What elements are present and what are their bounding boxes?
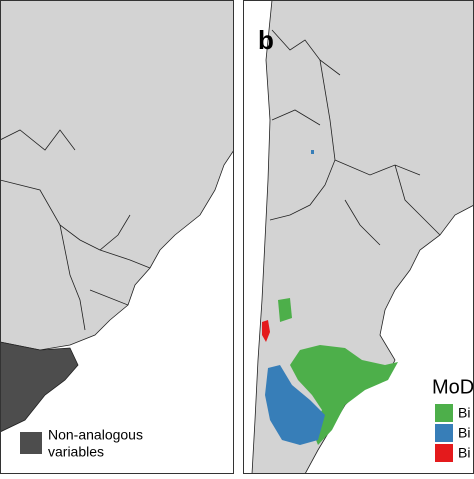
legend-label: Bi bbox=[458, 405, 470, 421]
panel-b: b MoD Bi Bi Bi bbox=[243, 0, 474, 474]
legend-swatch bbox=[435, 404, 453, 422]
panel-a: Non-analogous variables bbox=[0, 0, 234, 474]
region-blue bbox=[265, 365, 325, 445]
region-red bbox=[262, 320, 270, 342]
country-borders bbox=[0, 129, 151, 331]
region-green bbox=[278, 298, 292, 322]
legend-label: Bi bbox=[458, 445, 470, 461]
panel-label: b bbox=[258, 25, 274, 55]
legend-label: Bi bbox=[458, 425, 470, 441]
non-analogous-area bbox=[0, 341, 79, 433]
region-blue bbox=[311, 150, 314, 154]
legend-label: Non-analogous bbox=[48, 427, 143, 443]
legend-swatch bbox=[435, 424, 453, 442]
legend-swatch bbox=[435, 444, 453, 462]
legend-label: variables bbox=[48, 444, 104, 460]
legend-swatch bbox=[20, 432, 42, 454]
legend-title: MoD bbox=[432, 376, 474, 398]
country-borders bbox=[269, 29, 441, 246]
